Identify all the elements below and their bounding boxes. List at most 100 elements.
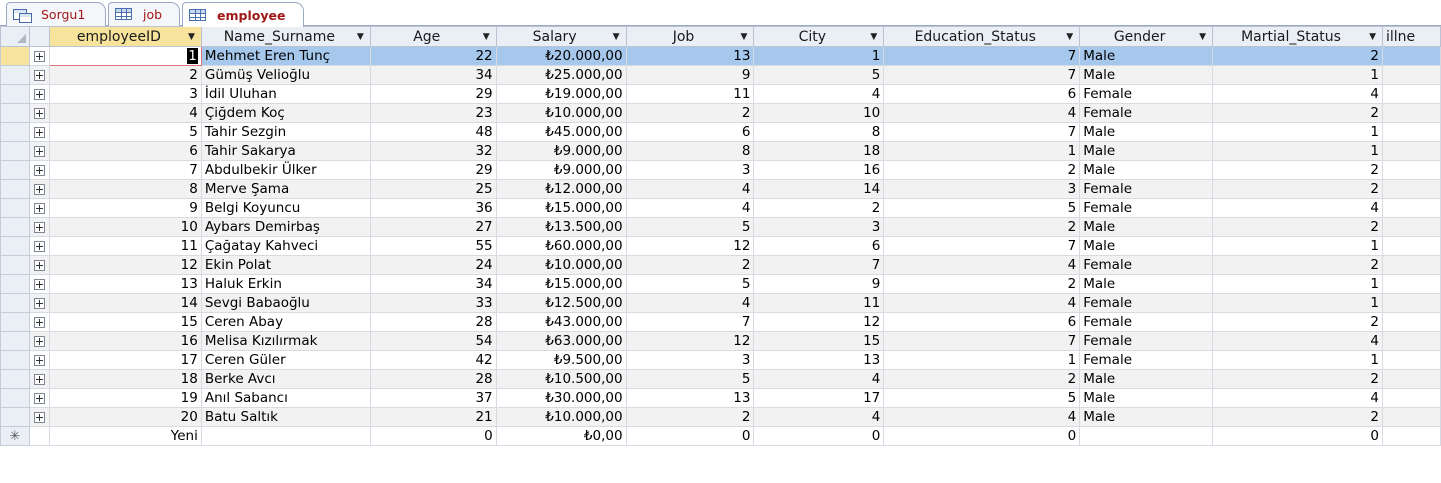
column-header-job[interactable]: Job ▼ (625, 26, 755, 47)
cell-salary[interactable]: ₺0,00 (495, 426, 627, 446)
cell-job[interactable]: 2 (625, 103, 755, 123)
dropdown-arrow-icon[interactable]: ▼ (356, 32, 364, 42)
cell-gender[interactable]: Male (1079, 122, 1214, 142)
cell-employeeid[interactable]: 4 (48, 103, 202, 123)
table-row[interactable]: 12 Ekin Polat 24 ₺10.000,00 2 7 4 Female 2 (0, 255, 1441, 275)
expand-subdatasheet[interactable] (28, 236, 50, 256)
record-selector[interactable] (0, 141, 30, 161)
cell-salary[interactable]: ₺60.000,00 (495, 236, 627, 256)
cell-job[interactable]: 13 (625, 388, 755, 408)
cell-name-surname[interactable]: İdil Uluhan (200, 84, 371, 104)
cell-age[interactable]: 24 (369, 255, 497, 275)
cell-martial-status[interactable]: 1 (1212, 236, 1383, 256)
column-header-city[interactable]: City ▼ (753, 26, 885, 47)
cell-name-surname[interactable]: Çiğdem Koç (200, 103, 371, 123)
cell-city[interactable]: 4 (753, 407, 885, 427)
expand-subdatasheet[interactable] (28, 84, 50, 104)
cell-job[interactable]: 13 (625, 46, 755, 66)
cell-salary[interactable]: ₺13.500,00 (495, 217, 627, 237)
cell-illness[interactable] (1381, 407, 1441, 427)
cell-city[interactable]: 3 (753, 217, 885, 237)
record-selector[interactable] (0, 407, 30, 427)
cell-illness[interactable] (1381, 312, 1441, 332)
cell-illness[interactable] (1381, 426, 1441, 446)
cell-education-status[interactable]: 5 (883, 198, 1081, 218)
expand-subdatasheet[interactable] (28, 141, 50, 161)
select-all-corner[interactable] (0, 26, 30, 47)
cell-city[interactable]: 15 (753, 331, 885, 351)
cell-salary[interactable]: ₺15.000,00 (495, 198, 627, 218)
plus-icon[interactable] (33, 88, 45, 100)
cell-city[interactable]: 8 (753, 122, 885, 142)
plus-icon[interactable] (33, 202, 45, 214)
cell-name-surname[interactable]: Gümüş Velioğlu (200, 65, 371, 85)
cell-job[interactable]: 6 (625, 122, 755, 142)
record-selector[interactable] (0, 331, 30, 351)
table-row[interactable]: 7 Abdulbekir Ülker 29 ₺9.000,00 3 16 2 Male 2 (0, 160, 1441, 180)
cell-employeeid[interactable]: 5 (48, 122, 202, 142)
plus-icon[interactable] (33, 145, 45, 157)
cell-city[interactable]: 17 (753, 388, 885, 408)
cell-city[interactable]: 1 (753, 46, 885, 66)
cell-martial-status[interactable]: 2 (1212, 46, 1383, 66)
cell-job[interactable]: 4 (625, 198, 755, 218)
cell-illness[interactable] (1381, 179, 1441, 199)
dropdown-arrow-icon[interactable]: ▼ (740, 32, 748, 42)
cell-name-surname[interactable]: Mehmet Eren Tunç (200, 46, 371, 66)
cell-age[interactable]: 34 (369, 65, 497, 85)
column-header-employeeid[interactable]: employeeID ▼ (48, 26, 202, 47)
cell-salary[interactable]: ₺63.000,00 (495, 331, 627, 351)
cell-salary[interactable]: ₺10.000,00 (495, 255, 627, 275)
cell-illness[interactable] (1381, 331, 1441, 351)
cell-salary[interactable]: ₺10.000,00 (495, 407, 627, 427)
cell-gender[interactable]: Male (1079, 236, 1214, 256)
cell-age[interactable]: 37 (369, 388, 497, 408)
cell-age[interactable]: 29 (369, 84, 497, 104)
cell-martial-status[interactable]: 2 (1212, 369, 1383, 389)
cell-age[interactable]: 34 (369, 274, 497, 294)
expand-subdatasheet[interactable] (28, 179, 50, 199)
dropdown-arrow-icon[interactable]: ▼ (1369, 32, 1376, 42)
cell-education-status[interactable]: 1 (883, 350, 1081, 370)
cell-martial-status[interactable]: 2 (1212, 179, 1383, 199)
cell-gender[interactable]: Female (1079, 103, 1214, 123)
cell-martial-status[interactable]: 1 (1212, 122, 1383, 142)
cell-gender[interactable]: Male (1079, 388, 1214, 408)
cell-job[interactable]: 5 (625, 274, 755, 294)
column-header-salary[interactable]: Salary ▼ (495, 26, 627, 47)
cell-gender[interactable]: Male (1079, 141, 1214, 161)
cell-gender[interactable]: Male (1079, 46, 1214, 66)
record-selector[interactable] (0, 122, 30, 142)
cell-name-surname[interactable]: Abdulbekir Ülker (200, 160, 371, 180)
cell-salary[interactable]: ₺25.000,00 (495, 65, 627, 85)
cell-city[interactable]: 4 (753, 369, 885, 389)
cell-employeeid[interactable]: 1 (48, 46, 202, 66)
plus-icon[interactable] (33, 107, 45, 119)
cell-city[interactable]: 0 (753, 426, 885, 446)
cell-employeeid[interactable]: 6 (48, 141, 202, 161)
cell-job[interactable]: 7 (625, 312, 755, 332)
cell-gender[interactable]: Female (1079, 255, 1214, 275)
cell-age[interactable]: 55 (369, 236, 497, 256)
cell-illness[interactable] (1381, 217, 1441, 237)
cell-education-status[interactable]: 2 (883, 369, 1081, 389)
cell-age[interactable]: 28 (369, 312, 497, 332)
cell-illness[interactable] (1381, 65, 1441, 85)
cell-salary[interactable]: ₺43.000,00 (495, 312, 627, 332)
tab-job[interactable]: job (108, 2, 180, 26)
expand-subdatasheet[interactable] (28, 255, 50, 275)
cell-job[interactable]: 3 (625, 350, 755, 370)
cell-illness[interactable] (1381, 160, 1441, 180)
plus-icon[interactable] (33, 411, 45, 423)
table-row[interactable]: 13 Haluk Erkin 34 ₺15.000,00 5 9 2 Male 1 (0, 274, 1441, 294)
plus-icon[interactable] (33, 354, 45, 366)
cell-education-status[interactable]: 2 (883, 217, 1081, 237)
cell-name-surname[interactable]: Anıl Sabancı (200, 388, 371, 408)
cell-salary[interactable]: ₺30.000,00 (495, 388, 627, 408)
cell-education-status[interactable]: 7 (883, 331, 1081, 351)
column-header-illness[interactable]: illne (1381, 26, 1441, 47)
table-row[interactable]: 11 Çağatay Kahveci 55 ₺60.000,00 12 6 7 Male 1 (0, 236, 1441, 256)
cell-salary[interactable]: ₺19.000,00 (495, 84, 627, 104)
cell-education-status[interactable]: 7 (883, 236, 1081, 256)
cell-education-status[interactable]: 4 (883, 255, 1081, 275)
